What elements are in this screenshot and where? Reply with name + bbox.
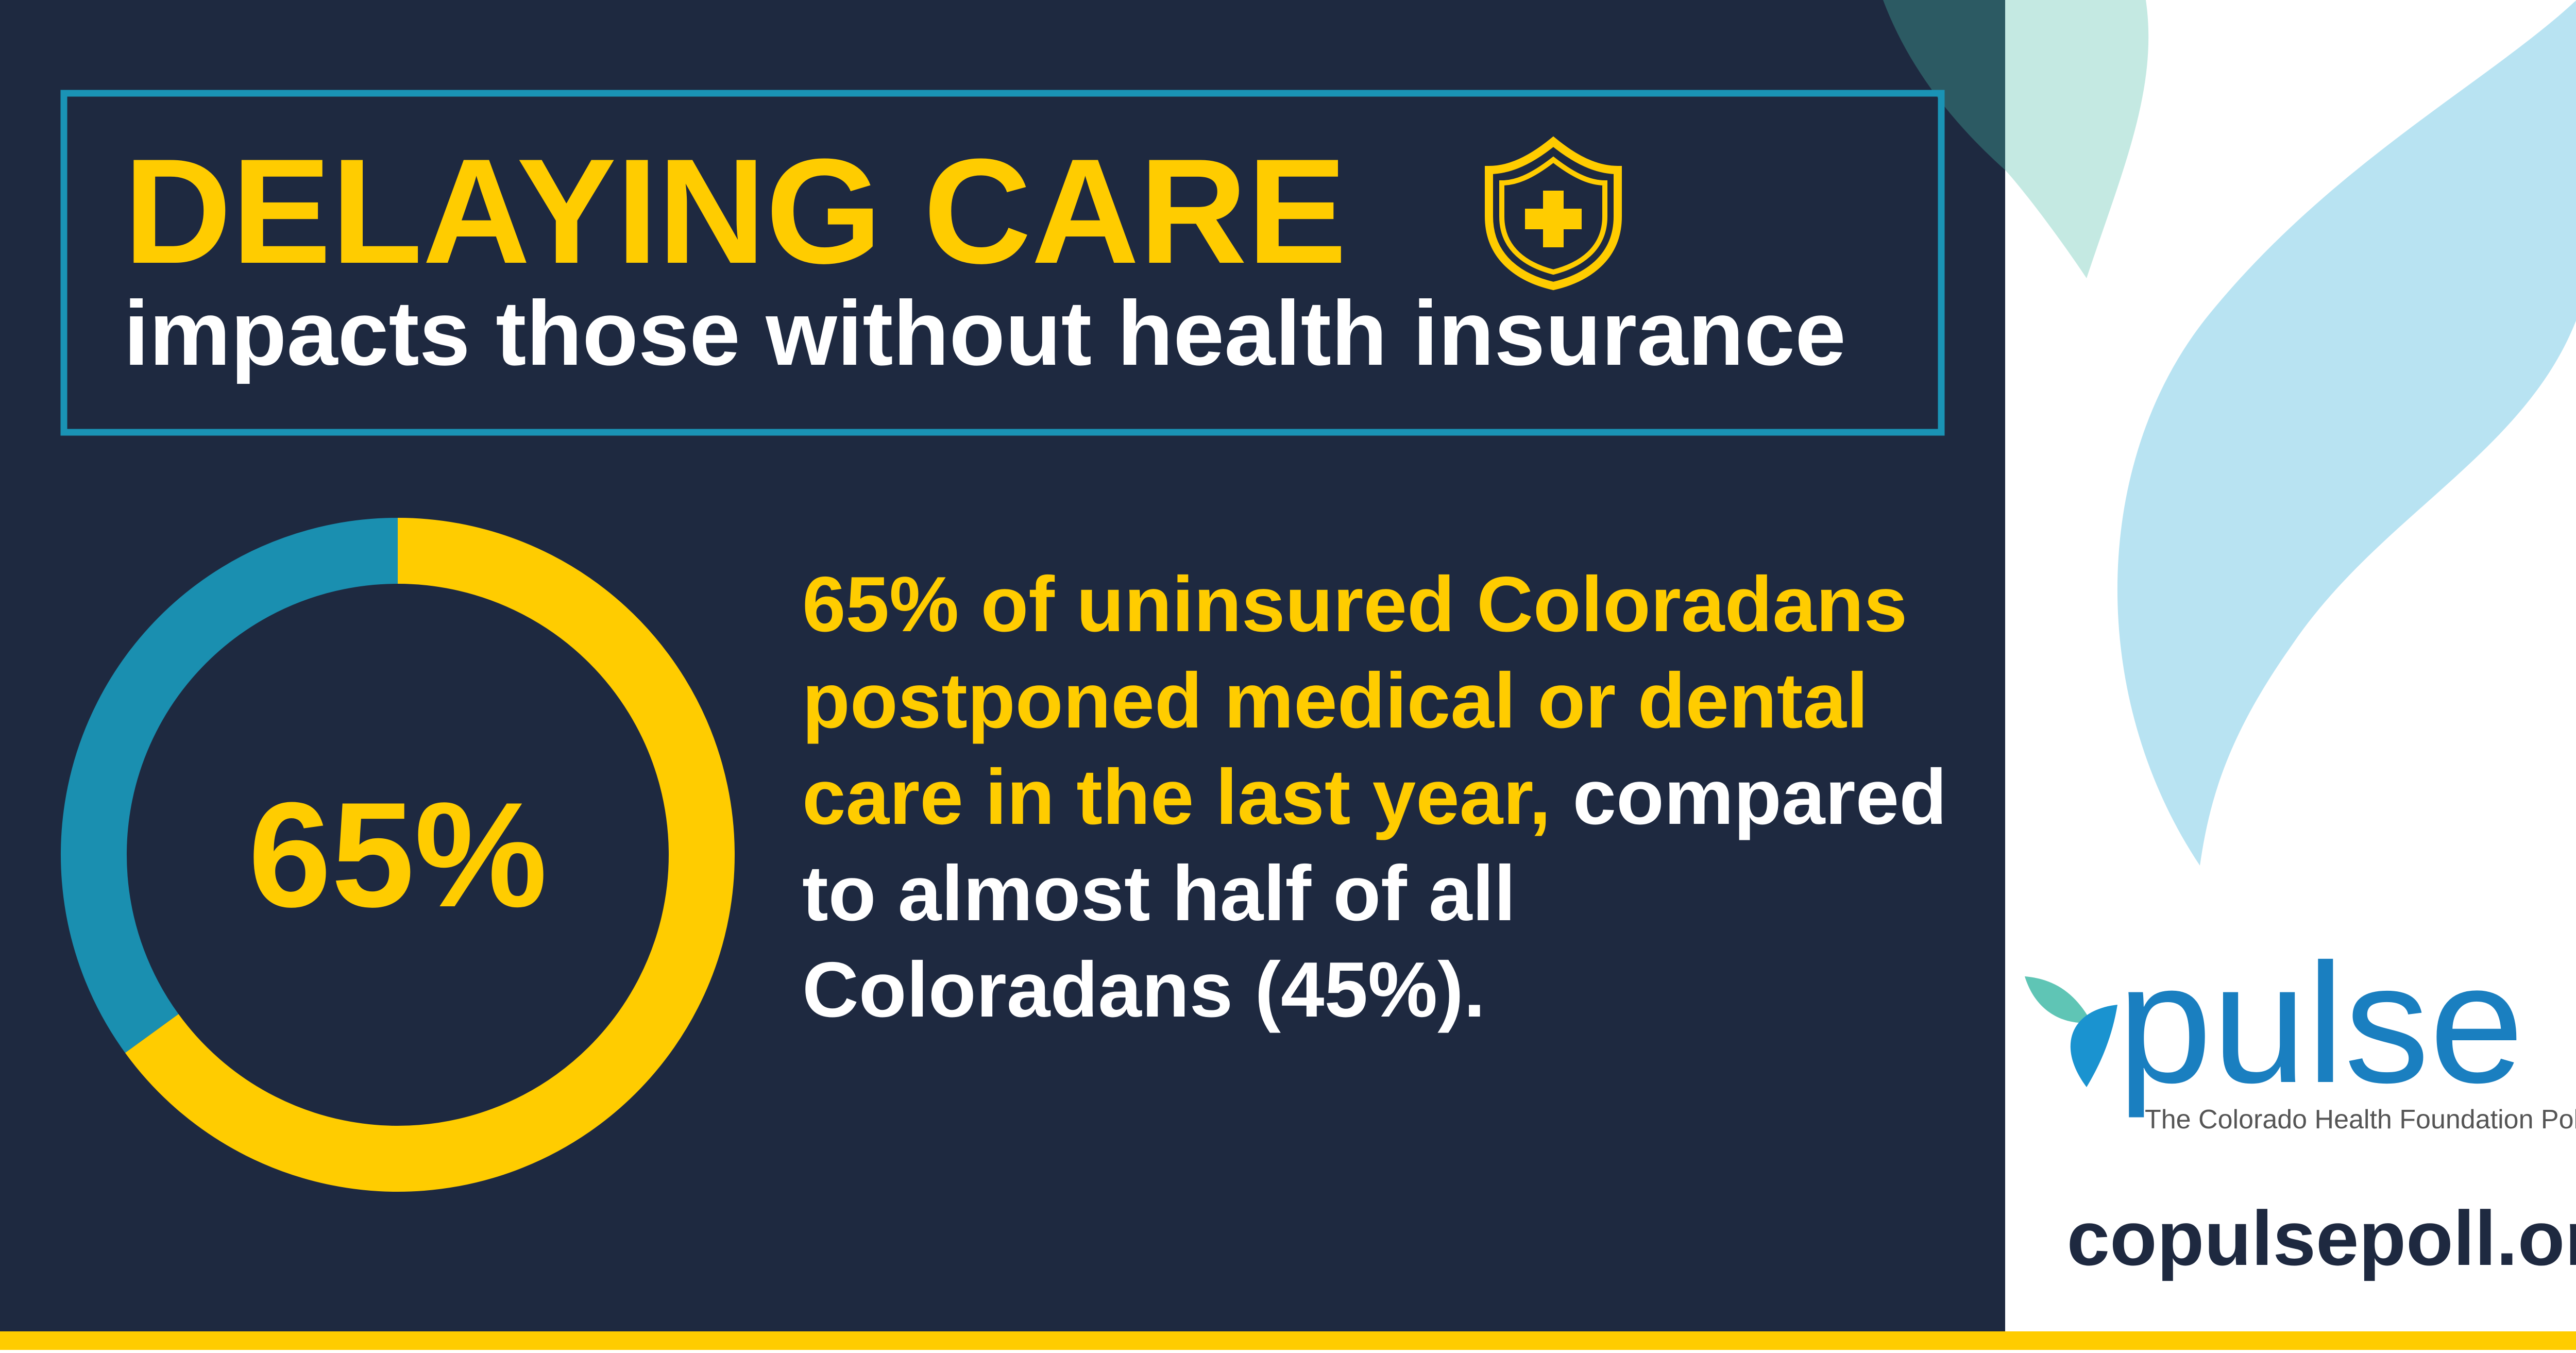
center-label: 65% — [248, 771, 547, 938]
leaf-mint — [2005, 0, 2149, 278]
donut-segment — [125, 518, 735, 1192]
logo-icon — [2025, 976, 2117, 1087]
leaf-overlap — [1883, 0, 2005, 170]
bottom-bar — [0, 1331, 2576, 1350]
logo-name: pulse — [2117, 928, 2524, 1119]
body-rest: compared to almost half of all Coloradan… — [802, 753, 1947, 1034]
dark-panel — [0, 0, 2005, 1331]
logo-tagline: The Colorado Health Foundation Poll — [2145, 1105, 2576, 1135]
shield-icon — [1485, 136, 1622, 291]
title-box — [60, 90, 1945, 436]
donut-segment — [61, 518, 398, 1053]
donut-chart — [61, 518, 735, 1192]
body-highlight: 65% of uninsured Coloradans postponed me… — [802, 561, 1908, 841]
leaf-blue — [2117, 0, 2576, 866]
body-text: 65% of uninsured Coloradans postponed me… — [802, 556, 1961, 1038]
url: copulsepoll.org — [2067, 1195, 2576, 1281]
subtitle: impacts those without health insurance — [124, 282, 1846, 384]
title: DELAYING CARE — [124, 128, 1347, 295]
